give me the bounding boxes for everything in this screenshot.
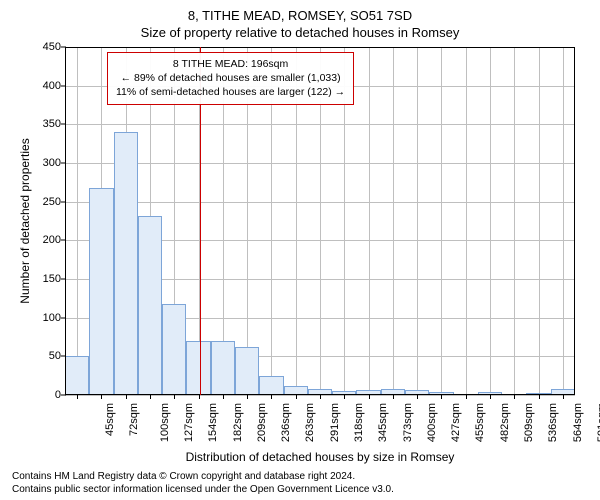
- x-tick-label: 236sqm: [280, 403, 292, 442]
- y-tick-mark: [61, 356, 66, 357]
- footer-line2: Contains public sector information licen…: [12, 484, 394, 497]
- title-subtitle: Size of property relative to detached ho…: [0, 23, 600, 40]
- y-tick-mark: [61, 47, 66, 48]
- x-tick-label: 127sqm: [183, 403, 195, 442]
- x-tick-label: 291sqm: [329, 403, 341, 442]
- chart-container: 8, TITHE MEAD, ROMSEY, SO51 7SD Size of …: [0, 0, 600, 500]
- y-tick-label: 400: [4, 80, 65, 92]
- x-axis-ticks: 45sqm 72sqm 100sqm 127sqm 154sqm 182sqm 209sqm…: [65, 395, 575, 455]
- x-tick-mark: [101, 394, 102, 399]
- x-tick-label: 209sqm: [256, 403, 268, 442]
- x-tick-mark: [126, 394, 127, 399]
- y-axis-ticks: 050100150200250300350400450: [0, 47, 65, 395]
- histogram-bar: [162, 304, 186, 395]
- y-axis-label: Number of detached properties: [18, 47, 32, 395]
- y-tick-label: 0: [4, 389, 65, 401]
- title-address: 8, TITHE MEAD, ROMSEY, SO51 7SD: [0, 0, 600, 23]
- x-tick-label: 263sqm: [305, 403, 317, 442]
- x-tick-label: 564sqm: [572, 403, 584, 442]
- y-tick-label: 250: [4, 196, 65, 208]
- histogram-bar: [211, 341, 235, 395]
- x-tick-mark: [296, 394, 297, 399]
- annotation-line: 11% of semi-detached houses are larger (…: [116, 85, 345, 99]
- x-tick-mark: [466, 394, 467, 399]
- x-tick-mark: [320, 394, 321, 399]
- histogram-bar: [259, 376, 283, 395]
- x-tick-label: 591sqm: [596, 403, 600, 442]
- x-tick-mark: [344, 394, 345, 399]
- x-tick-label: 318sqm: [353, 403, 365, 442]
- y-tick-label: 450: [4, 41, 65, 53]
- y-tick-label: 100: [4, 312, 65, 324]
- gridline-vertical: [490, 47, 491, 395]
- y-tick-mark: [61, 201, 66, 202]
- y-tick-label: 300: [4, 157, 65, 169]
- x-tick-mark: [369, 394, 370, 399]
- x-tick-label: 182sqm: [232, 403, 244, 442]
- gridline-vertical: [563, 47, 564, 395]
- x-tick-mark: [77, 394, 78, 399]
- x-tick-label: 400sqm: [426, 403, 438, 442]
- x-tick-mark: [174, 394, 175, 399]
- x-tick-mark: [199, 394, 200, 399]
- histogram-bar: [65, 356, 89, 395]
- gridline-vertical: [393, 47, 394, 395]
- x-tick-mark: [514, 394, 515, 399]
- plot-area: 8 TITHE MEAD: 196sqm← 89% of detached ho…: [65, 47, 575, 395]
- y-tick-mark: [61, 85, 66, 86]
- x-tick-mark: [223, 394, 224, 399]
- y-tick-mark: [61, 317, 66, 318]
- x-tick-label: 100sqm: [159, 403, 171, 442]
- x-tick-label: 482sqm: [499, 403, 511, 442]
- annotation-line: ← 89% of detached houses are smaller (1,…: [116, 71, 345, 85]
- x-tick-mark: [247, 394, 248, 399]
- x-tick-label: 72sqm: [128, 403, 140, 436]
- y-tick-label: 150: [4, 273, 65, 285]
- annotation-box: 8 TITHE MEAD: 196sqm← 89% of detached ho…: [107, 52, 354, 105]
- y-tick-mark: [61, 279, 66, 280]
- x-tick-mark: [271, 394, 272, 399]
- y-tick-label: 50: [4, 350, 65, 362]
- x-tick-mark: [441, 394, 442, 399]
- histogram-bar: [114, 132, 138, 395]
- x-tick-label: 345sqm: [377, 403, 389, 442]
- x-tick-mark: [563, 394, 564, 399]
- y-tick-label: 200: [4, 234, 65, 246]
- gridline-vertical: [417, 47, 418, 395]
- y-tick-label: 350: [4, 118, 65, 130]
- histogram-bar: [138, 216, 162, 395]
- x-tick-mark: [490, 394, 491, 399]
- annotation-line: 8 TITHE MEAD: 196sqm: [116, 57, 345, 71]
- histogram-bar: [89, 188, 113, 395]
- gridline-vertical: [466, 47, 467, 395]
- x-axis-label: Distribution of detached houses by size …: [65, 450, 575, 464]
- y-tick-mark: [61, 240, 66, 241]
- x-tick-mark: [150, 394, 151, 399]
- x-tick-label: 427sqm: [450, 403, 462, 442]
- footer-line1: Contains HM Land Registry data © Crown c…: [12, 471, 394, 484]
- footer-attribution: Contains HM Land Registry data © Crown c…: [12, 471, 394, 496]
- histogram-bar: [235, 347, 259, 395]
- y-tick-mark: [61, 124, 66, 125]
- x-tick-label: 154sqm: [207, 403, 219, 442]
- gridline-vertical: [369, 47, 370, 395]
- x-tick-label: 45sqm: [104, 403, 116, 436]
- x-tick-label: 455sqm: [475, 403, 487, 442]
- gridline-vertical: [539, 47, 540, 395]
- x-tick-label: 536sqm: [547, 403, 559, 442]
- histogram-bar: [186, 341, 210, 395]
- x-tick-label: 509sqm: [523, 403, 535, 442]
- x-tick-label: 373sqm: [402, 403, 414, 442]
- x-tick-mark: [417, 394, 418, 399]
- gridline-vertical: [77, 47, 78, 395]
- gridline-vertical: [441, 47, 442, 395]
- x-tick-mark: [539, 394, 540, 399]
- gridline-vertical: [514, 47, 515, 395]
- y-tick-mark: [61, 163, 66, 164]
- x-tick-mark: [393, 394, 394, 399]
